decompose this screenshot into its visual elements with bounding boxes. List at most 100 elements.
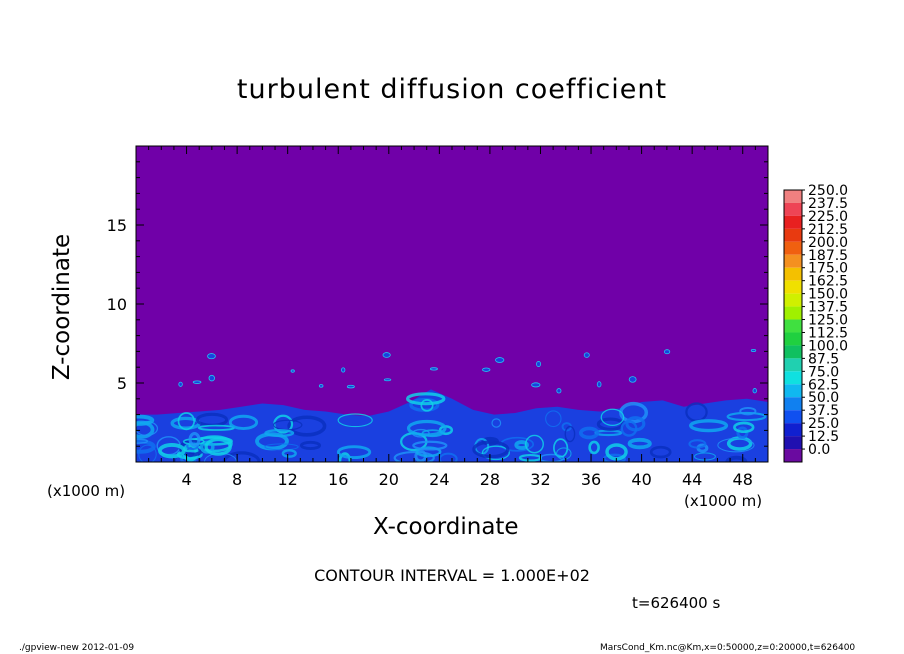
turbulent-eddy bbox=[337, 413, 373, 428]
turbulent-eddy bbox=[472, 440, 510, 459]
turbulent-eddy bbox=[733, 421, 755, 434]
turbulent-eddy bbox=[336, 445, 372, 460]
isolated-patch bbox=[383, 378, 392, 382]
x-axis-unit-right: (x1000 m) bbox=[684, 492, 763, 510]
turbulent-eddy bbox=[287, 415, 327, 437]
turbulent-eddy bbox=[600, 408, 625, 426]
colorbar-label: 100.0 bbox=[808, 338, 848, 354]
colorbar-label: 250.0 bbox=[808, 183, 848, 199]
turbulent-eddy bbox=[138, 444, 157, 462]
x-tick-label: 28 bbox=[480, 470, 500, 489]
turbulent-eddy bbox=[393, 450, 435, 462]
colorbar-label: 75.0 bbox=[808, 364, 839, 380]
turbulent-eddy bbox=[281, 449, 297, 458]
contour-interval-label: CONTOUR INTERVAL = 1.000E+02 bbox=[314, 566, 590, 585]
colorbar-label: 0.0 bbox=[808, 442, 830, 458]
colorbar-label: 12.5 bbox=[808, 429, 839, 445]
y-tick-label: 15 bbox=[107, 216, 127, 235]
colorbar-swatch bbox=[784, 449, 802, 462]
x-axis-ticks: 4 8 12 16 20 24 28 32 36 40 44 48 bbox=[148, 146, 756, 489]
colorbar-label: 150.0 bbox=[808, 287, 848, 303]
colorbar-label: 112.5 bbox=[808, 325, 848, 341]
x-tick-label: 4 bbox=[181, 470, 191, 489]
colorbar-swatch bbox=[784, 397, 802, 411]
x-tick-label: 12 bbox=[278, 470, 298, 489]
colorbar-swatch bbox=[784, 384, 802, 398]
footer-program-info: ./gpview-new 2012-01-09 bbox=[19, 643, 135, 653]
y-tick-label: 10 bbox=[107, 295, 127, 314]
turbulent-eddy bbox=[412, 440, 448, 451]
colorbar-label: 125.0 bbox=[808, 313, 848, 329]
x-axis-label: X-coordinate bbox=[373, 514, 519, 540]
x-tick-label: 8 bbox=[232, 470, 242, 489]
turbulent-eddy bbox=[524, 434, 544, 454]
colorbar-label: 62.5 bbox=[808, 377, 839, 393]
x-tick-label: 36 bbox=[581, 470, 601, 489]
turbulent-eddy bbox=[186, 441, 199, 450]
colorbar-label: 225.0 bbox=[808, 209, 848, 225]
isolated-patch bbox=[290, 369, 295, 373]
colorbar-swatch bbox=[784, 371, 802, 385]
isolated-patch bbox=[596, 381, 602, 388]
turbulent-eddy bbox=[420, 399, 434, 412]
turbulent-eddy bbox=[564, 425, 576, 443]
isolated-patch bbox=[318, 384, 324, 388]
turbulent-eddy bbox=[689, 419, 729, 433]
turbulent-eddy bbox=[588, 440, 600, 455]
x-tick-label: 48 bbox=[733, 470, 753, 489]
isolated-patch bbox=[178, 381, 183, 387]
colorbar-label: 212.5 bbox=[808, 222, 848, 238]
turbulent-eddy bbox=[255, 432, 289, 451]
colorbar-frame bbox=[783, 189, 803, 463]
y-tick-label: 5 bbox=[117, 374, 127, 393]
turbulent-eddy bbox=[177, 412, 196, 431]
colorbar-swatch bbox=[784, 254, 802, 268]
isolated-patch bbox=[341, 367, 346, 373]
colorbar-swatch bbox=[784, 267, 802, 281]
isolated-patch bbox=[536, 361, 542, 367]
colorbar-swatch bbox=[784, 319, 802, 333]
turbulent-eddy bbox=[620, 420, 638, 437]
turbulent-eddy bbox=[421, 429, 444, 438]
turbulent-eddy bbox=[717, 437, 755, 453]
y-axis-ticks: 5 10 15 bbox=[107, 161, 768, 447]
isolated-patch bbox=[583, 352, 590, 358]
isolated-patch bbox=[192, 380, 202, 384]
isolated-patch bbox=[429, 367, 438, 371]
time-label: t=626400 s bbox=[632, 594, 721, 612]
colorbar-label: 175.0 bbox=[808, 261, 848, 277]
chart-title: turbulent diffusion coefficient bbox=[236, 74, 668, 105]
footer-data-source: MarsCond_Km.nc@Km,x=0:50000,z=0:20000,t=… bbox=[600, 643, 856, 653]
colorbar-swatch bbox=[784, 190, 802, 203]
isolated-patch bbox=[495, 357, 505, 363]
colorbar-swatch bbox=[784, 280, 802, 294]
turbulent-eddy bbox=[405, 392, 446, 406]
colorbar-swatch bbox=[784, 241, 802, 255]
colorbar-label: 187.5 bbox=[808, 248, 848, 264]
isolated-patch bbox=[752, 388, 757, 394]
colorbar-swatch bbox=[784, 306, 802, 320]
colorbar-label: 25.0 bbox=[808, 416, 839, 432]
x-tick-label: 24 bbox=[429, 470, 449, 489]
turbulent-eddy bbox=[545, 410, 562, 428]
turbulence-field bbox=[136, 348, 768, 462]
turbulent-eddy bbox=[556, 447, 572, 460]
turbulent-eddy bbox=[228, 414, 259, 430]
colorbar: 250.0237.5225.0212.5200.0187.5175.0162.5… bbox=[783, 183, 848, 463]
colorbar-swatch bbox=[784, 410, 802, 424]
isolated-patch bbox=[663, 349, 671, 355]
turbulent-eddy bbox=[264, 429, 295, 438]
x-tick-label: 44 bbox=[682, 470, 702, 489]
turbulent-eddy bbox=[299, 440, 322, 450]
turbulent-eddy bbox=[136, 414, 155, 426]
colorbar-label: 237.5 bbox=[808, 196, 848, 212]
colorbar-label: 87.5 bbox=[808, 351, 839, 367]
colorbar-swatch bbox=[784, 202, 802, 216]
colorbar-swatch bbox=[784, 293, 802, 307]
colorbar-swatch bbox=[784, 332, 802, 346]
colorbar-label: 137.5 bbox=[808, 300, 848, 316]
turbulent-eddy bbox=[158, 443, 186, 459]
colorbar-label: 162.5 bbox=[808, 274, 848, 290]
isolated-patch bbox=[556, 388, 562, 394]
